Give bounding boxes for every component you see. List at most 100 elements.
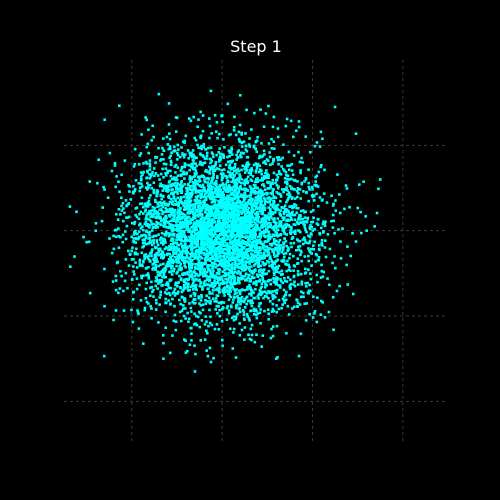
scatter-point: [215, 281, 218, 284]
scatter-point: [149, 210, 152, 213]
scatter-point: [214, 214, 217, 217]
scatter-point: [301, 182, 304, 185]
scatter-point: [157, 174, 160, 177]
scatter-point: [245, 303, 248, 306]
scatter-point: [210, 158, 213, 161]
scatter-point: [206, 271, 209, 274]
scatter-point: [225, 273, 228, 276]
scatter-point: [152, 206, 155, 209]
scatter-point: [238, 289, 241, 292]
scatter-point: [297, 283, 300, 286]
scatter-point: [277, 176, 280, 179]
scatter-point: [178, 253, 181, 256]
scatter-point: [153, 181, 156, 184]
scatter-point: [188, 188, 191, 191]
scatter-point: [321, 239, 324, 242]
scatter-point: [225, 183, 228, 186]
scatter-point: [234, 267, 237, 270]
scatter-point: [222, 138, 225, 141]
scatter-point: [156, 287, 159, 290]
scatter-point: [241, 329, 244, 332]
scatter-point: [289, 242, 292, 245]
scatter-point: [145, 243, 148, 246]
scatter-point: [346, 283, 349, 286]
scatter-point: [184, 166, 187, 169]
scatter-point: [294, 214, 297, 217]
scatter-point: [208, 224, 211, 227]
scatter-point: [195, 289, 198, 292]
scatter-point: [196, 267, 199, 270]
scatter-point: [330, 220, 333, 223]
scatter-point: [248, 317, 251, 320]
scatter-point: [188, 198, 191, 201]
scatter-point: [115, 175, 118, 178]
scatter-point: [82, 236, 85, 239]
scatter-point: [88, 180, 91, 183]
scatter-point: [114, 186, 117, 189]
scatter-point: [227, 237, 230, 240]
scatter-point: [206, 230, 209, 233]
scatter-point: [305, 285, 308, 288]
scatter-point: [190, 294, 193, 297]
scatter-point: [305, 302, 308, 305]
scatter-point: [228, 309, 231, 312]
scatter-point: [304, 216, 307, 219]
scatter-point: [258, 171, 261, 174]
scatter-point: [171, 260, 174, 263]
scatter-point: [226, 318, 229, 321]
scatter-point: [227, 211, 230, 214]
scatter-point: [239, 221, 242, 224]
scatter-point: [243, 222, 246, 225]
scatter-point: [231, 234, 234, 237]
scatter-point: [295, 129, 298, 132]
scatter-point: [291, 163, 294, 166]
scatter-point: [202, 175, 205, 178]
scatter-point: [191, 267, 194, 270]
scatter-point: [199, 136, 202, 139]
scatter-point: [193, 298, 196, 301]
scatter-point: [204, 315, 207, 318]
scatter-point: [112, 235, 115, 238]
scatter-point: [202, 184, 205, 187]
scatter-point: [192, 168, 195, 171]
scatter-point: [349, 255, 352, 258]
scatter-point: [220, 251, 223, 254]
scatter-point: [185, 278, 188, 281]
scatter-point: [157, 233, 160, 236]
scatter-point: [146, 170, 149, 173]
scatter-point: [150, 252, 153, 255]
scatter-point: [173, 233, 176, 236]
scatter-point: [162, 251, 165, 254]
scatter-point: [159, 294, 162, 297]
scatter-point: [297, 273, 300, 276]
scatter-point: [156, 205, 159, 208]
scatter-point: [262, 271, 265, 274]
scatter-point: [305, 231, 308, 234]
scatter-point: [281, 303, 284, 306]
scatter-point: [177, 154, 180, 157]
scatter-point: [188, 169, 191, 172]
scatter-point: [285, 291, 288, 294]
scatter-point: [233, 279, 236, 282]
scatter-point: [152, 226, 155, 229]
scatter-point: [205, 177, 208, 180]
scatter-point: [309, 151, 312, 154]
scatter-point: [116, 262, 119, 265]
scatter-point: [348, 206, 351, 209]
scatter-point: [189, 209, 192, 212]
scatter-point: [304, 241, 307, 244]
scatter-point: [355, 132, 358, 135]
scatter-point: [209, 299, 212, 302]
scatter-point: [171, 298, 174, 301]
scatter-point: [245, 148, 248, 151]
scatter-point: [294, 218, 297, 221]
scatter-point: [218, 133, 221, 136]
scatter-point: [186, 221, 189, 224]
scatter-point: [218, 315, 221, 318]
scatter-point: [235, 192, 238, 195]
scatter-point: [152, 136, 155, 139]
scatter-point: [281, 188, 284, 191]
scatter-point: [246, 313, 249, 316]
scatter-point: [180, 146, 183, 149]
scatter-point: [214, 211, 217, 214]
